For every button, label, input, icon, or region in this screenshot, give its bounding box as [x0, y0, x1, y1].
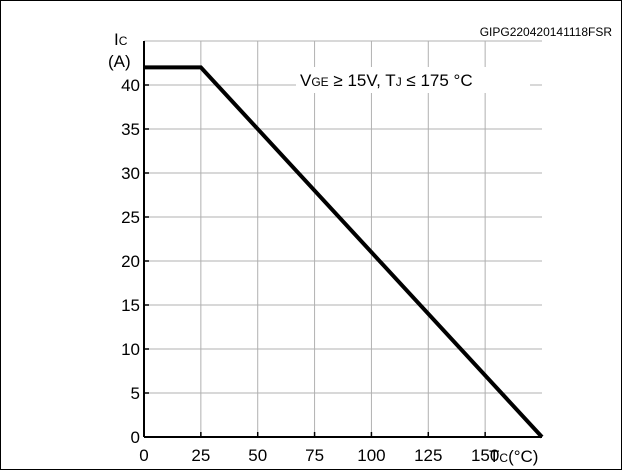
conditions-annotation: VGE ≥ 15V, TJ ≤ 175 °C [300, 71, 473, 90]
y-axis-unit: (A) [108, 52, 131, 71]
y-tick-label-30: 30 [121, 164, 140, 183]
x-tick-label-0: 0 [139, 446, 148, 465]
series-group [144, 65, 544, 439]
y-tick-label-0: 0 [131, 428, 140, 447]
x-tick-label-125: 125 [414, 446, 442, 465]
grid [144, 40, 542, 437]
y-tick-label-5: 5 [131, 384, 140, 403]
figure-code: GIPG220420141118FSR [480, 25, 613, 39]
y-axis-label: IC [114, 30, 128, 49]
axes [143, 41, 542, 438]
series-line-0 [144, 65, 544, 439]
x-tick-label-150: 150 [471, 446, 499, 465]
x-tick-label-50: 50 [248, 446, 267, 465]
y-tick-label-10: 10 [121, 340, 140, 359]
annotation-background [296, 67, 530, 93]
y-tick-label-25: 25 [121, 208, 140, 227]
y-tick-label-35: 35 [121, 120, 140, 139]
x-tick-label-25: 25 [191, 446, 210, 465]
tick-labels: 0 25 50 75 100 125 150 0 5 10 15 20 25 30 35 40 [121, 76, 499, 465]
y-tick-label-20: 20 [121, 252, 140, 271]
y-tick-label-40: 40 [121, 76, 140, 95]
y-tick-label-15: 15 [121, 296, 140, 315]
x-tick-label-75: 75 [305, 446, 324, 465]
x-axis-label: TC(°C) [489, 447, 538, 466]
x-tick-label-100: 100 [357, 446, 385, 465]
